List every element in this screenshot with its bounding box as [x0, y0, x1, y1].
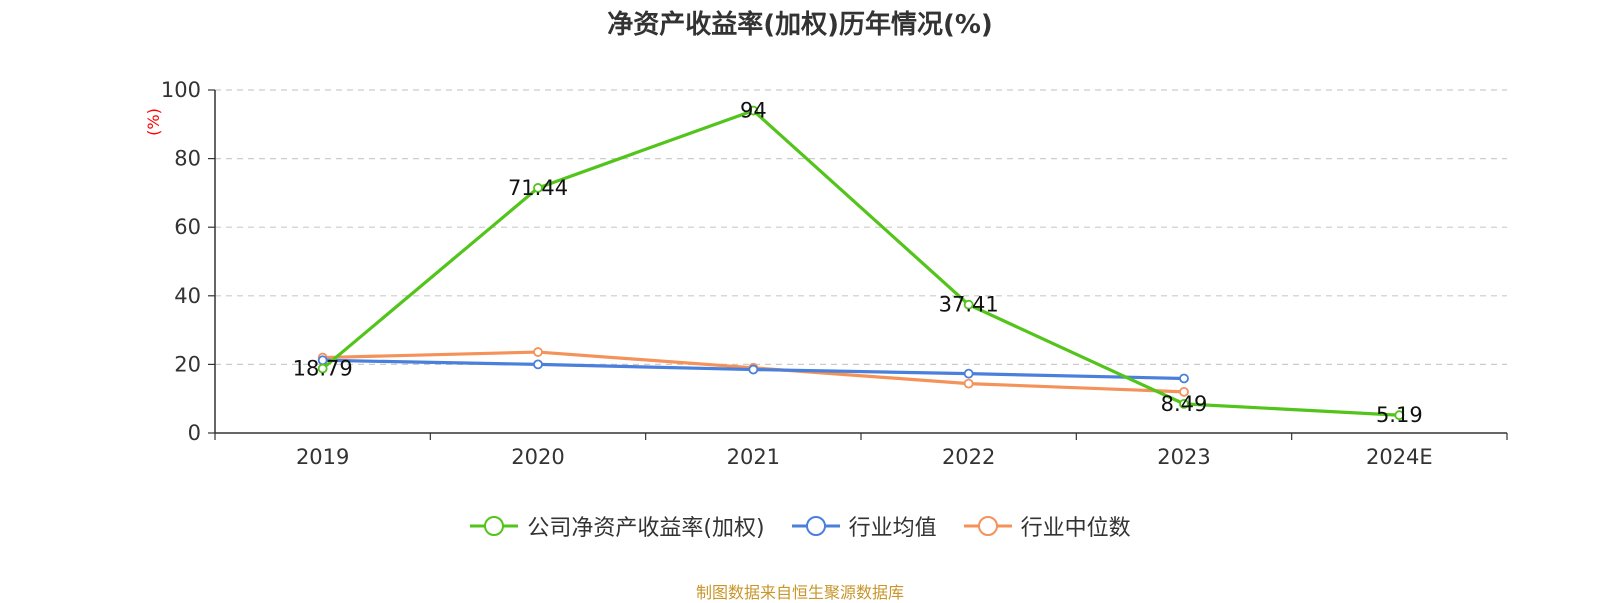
source-note: 制图数据来自恒生聚源数据库: [695, 583, 904, 602]
data-label: 5.19: [1376, 403, 1423, 427]
data-point: [748, 105, 759, 116]
legend-symbol: [791, 516, 840, 536]
x-tick-label: 2023: [1157, 445, 1210, 469]
x-tick-label: 2024E: [1366, 445, 1433, 469]
legend-item[interactable]: 行业中位数: [963, 510, 1131, 542]
legend: 公司净资产收益率(加权) 行业均值 行业中位数: [0, 510, 1600, 542]
legend-label: 行业均值: [848, 516, 937, 541]
y-tick-label: 100: [161, 78, 201, 102]
legend-item[interactable]: 公司净资产收益率(加权): [469, 510, 765, 542]
y-tick-label: 40: [174, 284, 201, 308]
data-labels: 18.79 71.44 94 37.41 8.49 5.19: [293, 99, 1423, 428]
y-axis-label: (%): [144, 108, 163, 136]
data-label: 37.41: [939, 293, 999, 317]
chart-title: 净资产收益率(加权)历年情况(%): [607, 10, 993, 40]
y-tick-label: 80: [174, 147, 201, 171]
legend-label: 行业中位数: [1020, 516, 1131, 541]
data-label: 8.49: [1161, 392, 1208, 416]
x-tick-label: 2019: [296, 445, 349, 469]
legend-item[interactable]: 行业均值: [791, 510, 937, 542]
data-point: [533, 359, 543, 370]
data-point: [963, 299, 974, 310]
x-tick-label: 2022: [942, 445, 995, 469]
legend-label: 公司净资产收益率(加权): [527, 516, 765, 541]
y-tick-label: 60: [174, 215, 201, 239]
data-point: [317, 363, 328, 374]
data-label: 94: [740, 99, 767, 123]
y-tick-label: 20: [174, 352, 201, 376]
data-label: 71.44: [508, 176, 568, 200]
data-point: [1179, 373, 1189, 384]
data-point: [963, 378, 974, 389]
data-point: [533, 183, 543, 193]
data-label: 18.79: [293, 357, 353, 381]
data-point: [748, 364, 759, 375]
data-point: [963, 368, 974, 379]
series-line: [321, 108, 1400, 417]
data-point: [533, 347, 543, 357]
legend-symbol: [470, 516, 519, 536]
x-tick-label: 2021: [727, 445, 780, 469]
grid-lines: [215, 89, 1507, 365]
legend-symbol: [963, 516, 1012, 536]
data-point: [1179, 398, 1189, 409]
series-layer: [317, 105, 1405, 421]
data-point: [1179, 386, 1189, 397]
x-tick-label: 2020: [511, 445, 564, 469]
y-tick-label: 0: [188, 421, 201, 445]
axes: 0 20 40 60 80 100 2019 2020 2021 2022 2023 2024E: [161, 78, 1508, 469]
data-point: [1394, 410, 1405, 421]
